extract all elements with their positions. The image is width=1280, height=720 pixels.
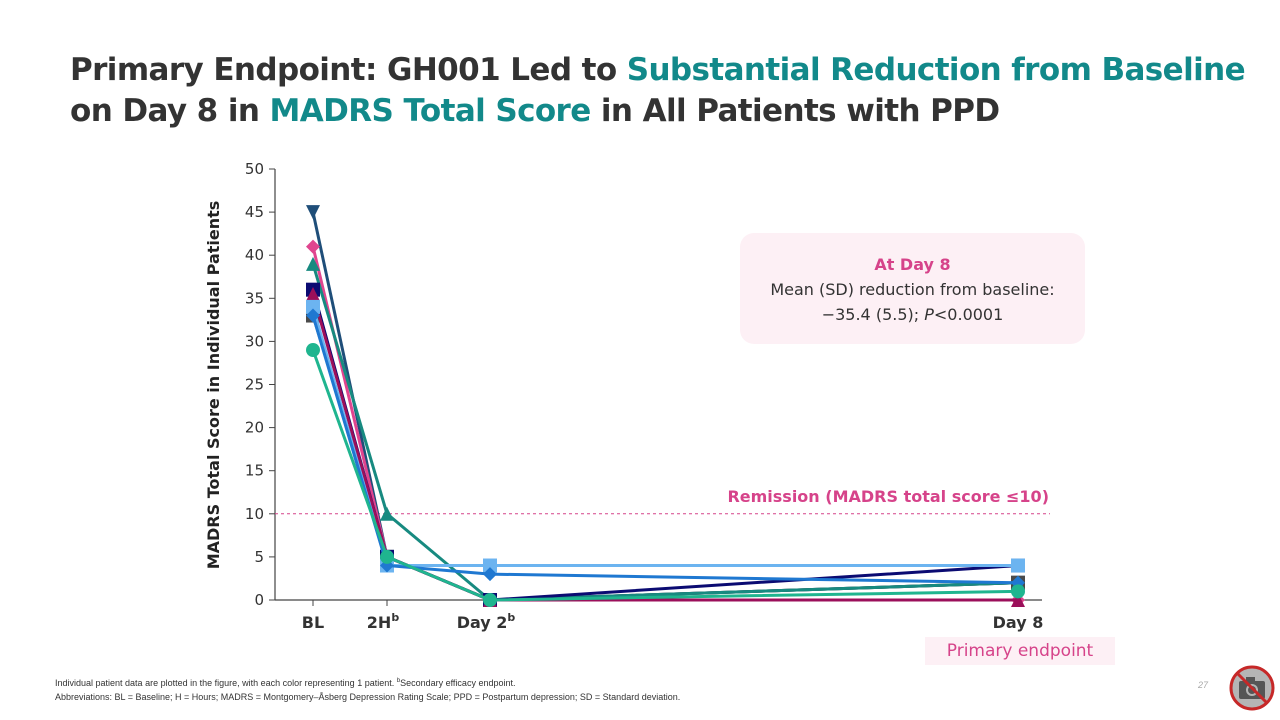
marker-circle: [483, 593, 497, 607]
y-tick-label: 30: [245, 332, 264, 350]
annotation-heading: At Day 8: [874, 255, 951, 274]
x-tick-label: BL: [302, 613, 324, 632]
series-group: [306, 205, 1025, 607]
marker-circle: [1011, 584, 1025, 599]
primary-endpoint-badge: Primary endpoint: [925, 637, 1115, 665]
marker-square: [306, 299, 320, 314]
series-line: [311, 315, 1019, 585]
series-patient-2: [306, 308, 1025, 607]
y-tick-label: 20: [245, 419, 264, 437]
y-tick-label: 0: [254, 591, 264, 609]
title-text: in All Patients with PPD: [590, 93, 1000, 129]
series-line: [311, 315, 1019, 602]
title-text: Primary Endpoint: GH001 Led to: [70, 52, 627, 88]
series-line: [311, 263, 1019, 602]
day8-annotation-box: At Day 8 Mean (SD) reduction from baseli…: [740, 233, 1085, 344]
y-tick-label: 40: [245, 246, 264, 264]
x-axis: BL 2Hb Day 2b Day 8: [275, 599, 1044, 632]
marker-triangle-up: [1011, 593, 1025, 607]
x-tick-label: Day 8: [993, 613, 1044, 632]
series-patient-9: [306, 343, 1025, 607]
y-tick-label: 45: [245, 203, 264, 221]
title-highlight: Substantial Reduction from Baseline: [626, 52, 1246, 88]
y-tick-label: 10: [245, 505, 264, 523]
marker-circle: [380, 549, 394, 564]
series-line: [311, 349, 1019, 602]
y-tick-label: 50: [245, 160, 264, 178]
page-number: 27: [1198, 680, 1209, 690]
marker-square: [483, 558, 497, 573]
y-axis-title: MADRS Total Score in Individual Patients: [204, 201, 223, 570]
y-tick-label: 15: [245, 462, 264, 480]
series-patient-8: [306, 308, 1025, 590]
footnote-abbreviations: Abbreviations: BL = Baseline; H = Hours;…: [55, 692, 681, 702]
y-tick-label: 25: [245, 376, 264, 394]
y-axis: 0 5 10 15 20 25 30 35 40 45 50: [245, 160, 276, 609]
no-photography-icon: [1229, 665, 1275, 711]
title-highlight: MADRS Total Score: [269, 93, 592, 129]
annotation-line2: −35.4 (5.5); P<0.0001: [821, 305, 1004, 324]
title-text: on Day 8 in: [70, 93, 270, 129]
marker-triangle-down: [306, 205, 320, 220]
marker-diamond: [306, 239, 320, 254]
annotation-line1: Mean (SD) reduction from baseline:: [770, 280, 1055, 299]
marker-circle: [306, 343, 320, 358]
remission-label: Remission (MADRS total score ≤10): [727, 487, 1049, 506]
marker-square: [1011, 558, 1025, 573]
slide-title: Primary Endpoint: GH001 Led to Substanti…: [70, 50, 1250, 132]
footnotes: Individual patient data are plotted in t…: [55, 674, 680, 704]
marker-triangle-up: [306, 286, 320, 301]
marker-diamond: [306, 308, 320, 323]
x-tick-label: Day 2b: [457, 611, 516, 632]
marker-diamond: [483, 567, 497, 582]
series-line: [311, 306, 1018, 568]
y-tick-label: 5: [254, 548, 264, 566]
x-tick-label: 2Hb: [367, 611, 400, 632]
y-tick-label: 35: [245, 289, 264, 307]
marker-triangle-up: [306, 256, 320, 271]
footnote-line1: Individual patient data are plotted in t…: [55, 678, 516, 688]
remission-reference-line: Remission (MADRS total score ≤10): [275, 487, 1050, 515]
marker-triangle-up: [380, 506, 394, 521]
